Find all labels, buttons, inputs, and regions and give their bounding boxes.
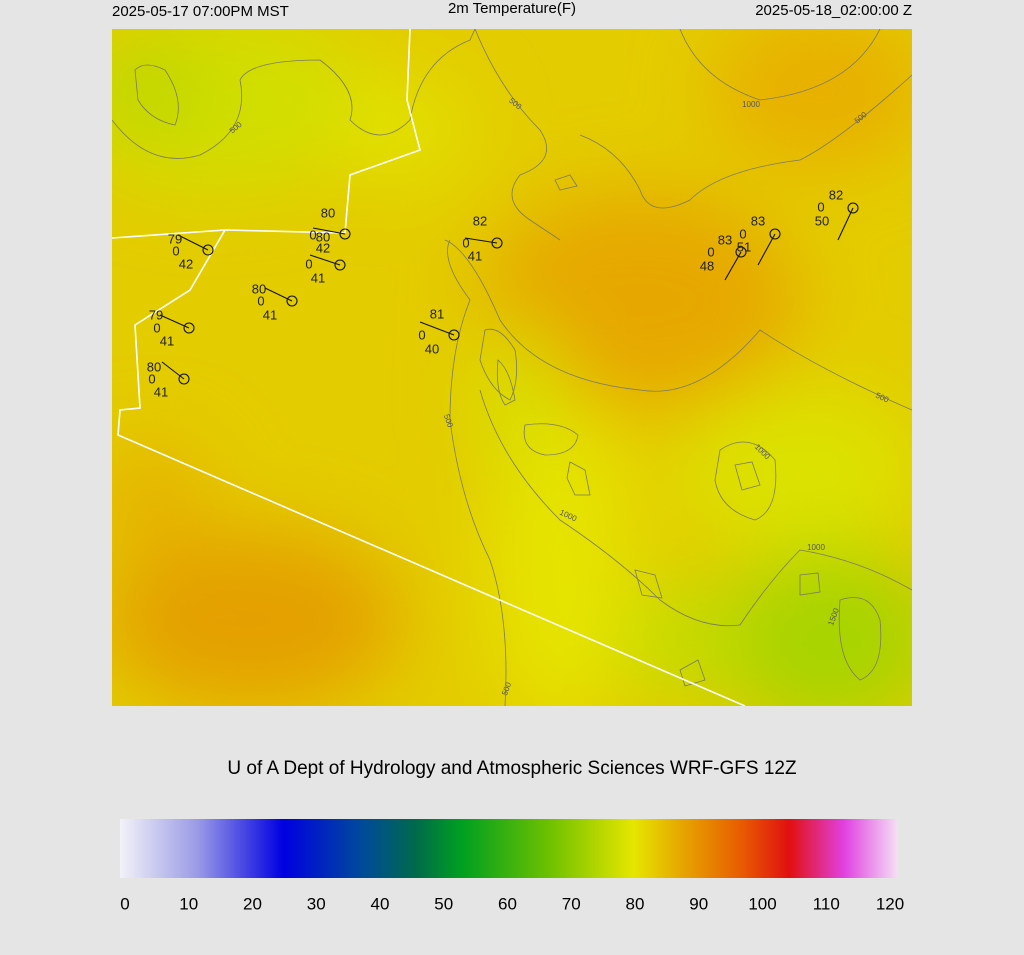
station-dewpoint: 51 xyxy=(737,239,751,254)
station-temperature: 83 xyxy=(718,232,732,247)
station-temperature: 80 xyxy=(147,359,161,374)
station-marker-value: 0 xyxy=(148,371,155,386)
station-marker-value: 0 xyxy=(817,199,824,214)
station-plots: 7904280042800418004179041800418204181040… xyxy=(147,187,859,399)
station-marker xyxy=(183,322,195,334)
station-dewpoint: 41 xyxy=(263,307,277,322)
colorbar-tick-label: 80 xyxy=(626,894,645,913)
station-temperature: 82 xyxy=(829,187,843,202)
station-temperature: 83 xyxy=(751,213,765,228)
station-temperature: 79 xyxy=(149,307,163,322)
station-marker xyxy=(339,228,351,240)
station-temperature: 80 xyxy=(316,229,330,244)
station-marker xyxy=(448,329,460,341)
station-temperature: 80 xyxy=(321,205,335,220)
colorbar-tick-label: 30 xyxy=(307,894,326,913)
station-marker xyxy=(735,246,747,258)
colorbar-tick-label: 70 xyxy=(562,894,581,913)
colorbar-ticks: 0 10 20 30 40 50 60 70 80 90 100 110 120 xyxy=(120,894,904,913)
station-dewpoint: 40 xyxy=(425,341,439,356)
colorbar-tick-label: 100 xyxy=(748,894,776,913)
station-temperature: 81 xyxy=(430,306,444,321)
station-marker-value: 0 xyxy=(305,256,312,271)
credit: U of A Dept of Hydrology and Atmospheric… xyxy=(227,758,797,779)
station-dewpoint: 41 xyxy=(311,270,325,285)
contour-label: 500 xyxy=(442,413,455,429)
station-temperature: 80 xyxy=(252,281,266,296)
temperature-field xyxy=(112,29,912,706)
contour-label: 500 xyxy=(500,681,513,697)
station-marker-value: 0 xyxy=(309,227,316,242)
station-marker-value: 0 xyxy=(707,244,714,259)
station-marker-value: 0 xyxy=(153,320,160,335)
station-dewpoint: 50 xyxy=(815,213,829,228)
station-marker xyxy=(286,295,298,307)
colorbar-tick-label: 10 xyxy=(179,894,198,913)
station-temperature: 79 xyxy=(168,231,182,246)
colorbar-tick-label: 90 xyxy=(689,894,708,913)
station-dewpoint: 41 xyxy=(154,384,168,399)
station-marker xyxy=(769,228,781,240)
contour-label: 1000 xyxy=(807,543,825,552)
station-marker xyxy=(178,373,190,385)
wind-barb xyxy=(419,321,455,336)
station-dewpoint: 48 xyxy=(700,258,714,273)
colorbar-tick-label: 120 xyxy=(876,894,904,913)
colorbar xyxy=(120,819,898,878)
station-dewpoint: 42 xyxy=(316,240,330,255)
colorbar-tick-label: 50 xyxy=(434,894,453,913)
colorbar-tick-label: 20 xyxy=(243,894,262,913)
station-dewpoint: 41 xyxy=(468,248,482,263)
station-marker xyxy=(202,244,214,256)
wind-barb xyxy=(837,207,854,241)
wind-barb xyxy=(757,233,776,266)
station-marker xyxy=(847,202,859,214)
valid-time-utc: 2025-05-18_02:00:00 Z xyxy=(755,2,912,19)
station-dewpoint: 42 xyxy=(179,256,193,271)
map-title: 2m Temperature(F) xyxy=(448,0,576,17)
contour-label: 1000 xyxy=(742,100,760,109)
colorbar-tick-label: 60 xyxy=(498,894,517,913)
colorbar-tick-label: 0 xyxy=(120,894,129,913)
valid-time-local: 2025-05-17 07:00PM MST xyxy=(112,3,289,20)
colorbar-tick-label: 40 xyxy=(371,894,390,913)
station-marker-value: 0 xyxy=(172,243,179,258)
station-marker-value: 0 xyxy=(462,235,469,250)
station-marker-value: 0 xyxy=(418,327,425,342)
colorbar-tick-label: 110 xyxy=(813,894,840,913)
station-temperature: 82 xyxy=(473,213,487,228)
station-dewpoint: 41 xyxy=(160,333,174,348)
station-marker-value: 0 xyxy=(257,293,264,308)
station-marker-value: 0 xyxy=(739,226,746,241)
wind-barb xyxy=(177,234,209,251)
station-marker xyxy=(334,259,346,271)
station-marker xyxy=(491,237,503,249)
